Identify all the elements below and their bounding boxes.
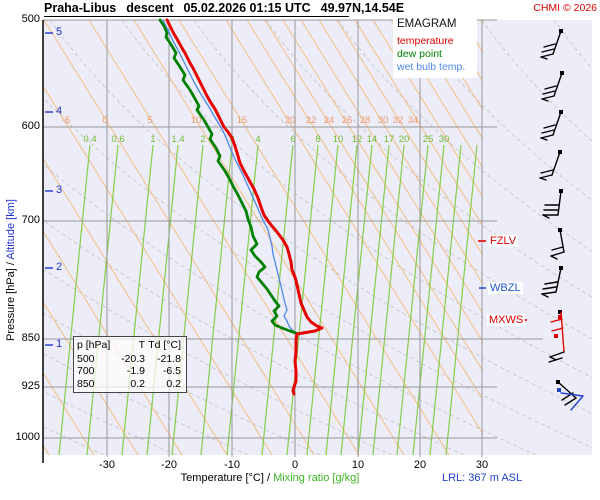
table-header-cell: T [138,339,145,351]
dry-adiabat-label: 20 [285,115,296,126]
mixing-ratio-label: 2 [200,134,205,145]
x-axis-temperature-label: Temperature [°C] / [180,472,271,484]
mixing-ratio-label: 17 [384,134,395,145]
wind-barb [548,310,565,363]
table-cell: -1.9 [126,365,145,377]
mixing-ratio-label: 6 [290,134,295,145]
dry-adiabat-label: 15 [237,115,248,126]
wetbulb-curve [165,18,324,396]
legend-title: EMAGRAM [397,18,457,30]
mixing-ratio-label: 12 [352,134,363,145]
wind-barb [541,266,563,298]
legend-item-wetbulb: wet bulb temp. [397,61,466,73]
x-axis-label: Temperature [°C] / Mixing ratio [g/kg] [150,472,390,484]
pressure-tick-label: 850 [21,332,40,344]
dewpoint-curve [158,18,298,335]
mixing-ratio-label: 30 [439,134,450,145]
temperature-tick-label: 30 [475,459,489,471]
mixing-ratio-label: 0.4 [83,134,96,145]
sounding-values-table: p [hPa] T Td [°C] 500 -20.3 -21.8 700 -1.9 -6.5 8… [73,336,187,393]
dry-adiabat-label: 28 [360,115,371,126]
dry-adiabat-label: 26 [342,115,353,126]
table-header-cell: Td [°C] [148,339,181,351]
altitude-ticks [45,32,53,346]
table-cell: 850 [77,377,95,390]
dry-adiabat-label: 0 [102,115,107,126]
table-cell: 0.2 [166,377,181,390]
mixing-ratio-label: 0.6 [111,134,124,145]
table-cell: 700 [77,365,95,377]
title-coords: 49.97N,14.54E [320,1,405,15]
y-axis-separator: / [5,259,17,269]
wet-bulb-zero-label: WBZL [488,282,523,294]
table-cell: 500 [77,352,95,365]
altitude-tick-label: 3 [56,184,63,196]
wind-barb-column [539,29,584,411]
pressure-tick-label: 1000 [15,431,40,443]
wind-barb [550,228,565,260]
wind-barb [540,29,563,60]
dry-adiabat-label: -5 [62,115,70,126]
copyright-note: CHMI © 2026 [533,2,597,14]
y-axis-label: Pressure [hPa] / Altitude [km] [5,160,17,380]
y-axis-pressure-label: Pressure [hPa] [5,268,17,341]
title-type: descent [126,1,174,15]
wind-barb [556,380,584,411]
pressure-tick-label: 925 [21,380,40,392]
table-cell: -6.5 [162,365,181,377]
temperature-curve [162,19,297,334]
temperature-tick-label: -20 [161,459,177,471]
legend: EMAGRAM temperature dew point wet bulb t… [393,15,477,78]
mixing-ratio-label: 20 [399,134,410,145]
pressure-tick-label: 600 [21,120,40,132]
wind-barb [540,110,563,141]
table-header-cell: p [hPa] [77,339,111,351]
altitude-tick-label: 1 [56,338,63,350]
table-cell: 0.2 [130,377,145,390]
pressure-tick-label: 700 [21,214,40,226]
freezing-level-label: FZLV [488,235,519,247]
legend-item-dewpoint: dew point [397,48,442,60]
dry-adiabat-label: 34 [408,115,419,126]
temperature-tick-label: -10 [224,459,240,471]
table-cell: -20.3 [121,352,145,365]
line-value-labels: -5 0 5 10 15 20 22 24 26 28 30 32 340.4 0.6 1 1.4 2 3 4 6 8 1… [62,115,450,145]
max-wind-label: MXWS [487,314,526,326]
temperature-tick-label: 0 [291,459,299,471]
dry-adiabat-label: 22 [306,115,317,126]
title-datetime: 05.02.2026 01:15 UTC [183,1,311,15]
mixing-ratio-label: 14 [367,134,378,145]
mixing-ratio-label: 1 [150,134,155,145]
lrl-note: LRL: 367 m ASL [442,472,523,484]
mixing-ratio-label: 4 [255,134,260,145]
altitude-tick-label: 5 [56,26,63,38]
title-station: Praha-Libus [44,1,117,15]
dry-adiabat-label: 5 [147,115,152,126]
altitude-tick-label: 4 [56,105,63,117]
altitude-tick-label: 2 [56,261,63,273]
y-axis-altitude-label: Altitude [km] [5,199,17,260]
wind-barb [541,71,564,102]
mixing-ratio-label: 10 [333,134,344,145]
x-axis-mixing-label: Mixing ratio [g/kg] [270,472,360,484]
pressure-tick-label: 500 [21,13,40,25]
dry-adiabat-label: 10 [191,115,202,126]
temperature-tick-label: 20 [413,459,427,471]
wind-barb [539,150,562,181]
mixing-ratio-label: 25 [423,134,434,145]
legend-item-temperature: temperature [397,35,454,47]
dry-adiabat-label: 30 [378,115,389,126]
table-cell: -21.8 [157,352,181,365]
page-title: Praha-Libus descent 05.02.2026 01:15 UTC 49… [44,1,404,17]
mixing-ratio-label: 1.4 [171,134,184,145]
dry-adiabat-label: 24 [324,115,335,126]
mixing-ratio-label: 8 [315,134,320,145]
temperature-tick-label: 10 [351,459,365,471]
temperature-tick-label: -30 [99,459,115,471]
wind-barb [542,189,563,219]
dry-adiabat-label: 32 [393,115,404,126]
